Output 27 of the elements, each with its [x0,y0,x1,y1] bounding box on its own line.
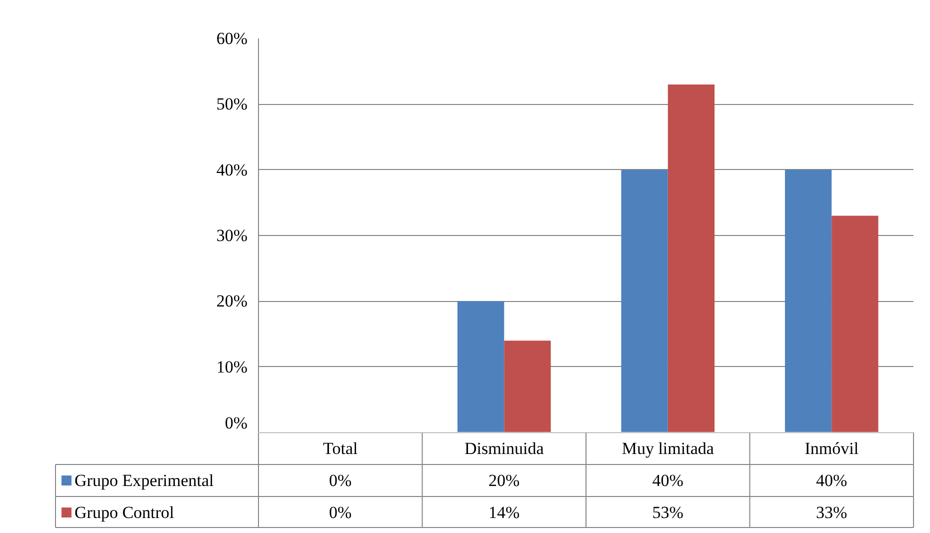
bar [668,84,715,432]
bar [504,340,551,432]
bar [832,216,878,432]
y-tick-label: 40% [216,160,248,180]
data-label: 53% [652,503,684,522]
x-tick-label: Total [323,439,358,458]
data-label: 40% [816,471,848,490]
y-tick-label: 50% [216,94,248,114]
data-label: 14% [488,503,520,522]
y-tick-label: 60% [216,29,248,48]
x-tick-label: Muy limitada [622,439,714,458]
data-label: 20% [488,471,520,490]
data-label: 33% [816,503,848,522]
x-tick-label: Inmóvil [804,439,859,458]
data-label: 0% [329,471,352,490]
y-tick-label: 0% [224,414,248,432]
y-tick-label: 30% [216,226,248,245]
bar [457,301,504,432]
y-tick-label: 20% [216,292,248,311]
legend-label: Grupo Experimental [74,471,214,490]
legend-label: Grupo Control [74,503,174,522]
bar [621,170,668,432]
bar [784,170,832,432]
y-tick-label: 10% [216,357,248,376]
data-label: 0% [329,503,352,522]
data-label: 40% [652,471,684,490]
x-tick-label: Disminuida [464,439,544,458]
